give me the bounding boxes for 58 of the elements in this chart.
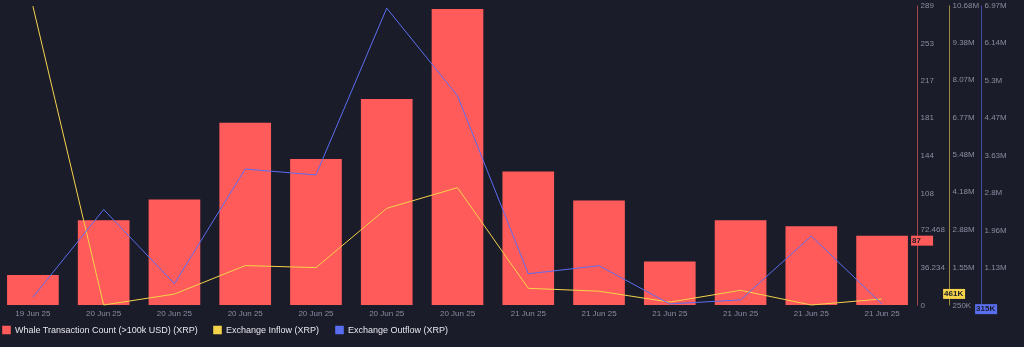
bar	[431, 9, 484, 305]
bar	[785, 226, 838, 305]
annotation: 87	[912, 235, 922, 245]
bar	[643, 261, 696, 305]
y3-tick-label: 2.8M	[984, 188, 1003, 198]
x-tick-label: 21 Jun 25	[510, 308, 547, 318]
y3-tick-label: 6.97M	[984, 0, 1008, 10]
bar	[502, 171, 555, 305]
x-tick-label: 21 Jun 25	[722, 308, 759, 318]
y2-tick-label: 5.48M	[952, 150, 976, 160]
x-tick-label: 19 Jun 25	[15, 308, 52, 318]
x-tick-label: 21 Jun 25	[793, 308, 830, 318]
bar	[77, 220, 130, 305]
bar	[148, 199, 201, 305]
y2-tick-label: 8.07M	[952, 75, 976, 85]
legend-label: Exchange Inflow (XRP)	[226, 324, 320, 335]
y3-tick-label: 5.3M	[984, 75, 1003, 85]
y3-tick-label: 3.63M	[984, 150, 1008, 160]
y3-tick-label: 1.13M	[984, 263, 1008, 273]
y3-tick-label: 4.47M	[984, 113, 1008, 123]
y-tick-label: 108	[920, 188, 935, 198]
y2-tick-label: 4.18M	[952, 187, 976, 197]
bar	[7, 274, 59, 305]
x-tick-label: 20 Jun 25	[439, 308, 476, 318]
bar	[856, 235, 908, 305]
bar	[714, 220, 767, 305]
y2-tick-label: 9.38M	[952, 38, 976, 48]
y3-tick-label: 6.14M	[984, 37, 1008, 47]
bar	[290, 159, 342, 305]
y-tick-label: 253	[920, 38, 935, 48]
y2-tick-label: 10.68M	[952, 0, 980, 10]
x-tick-label: 20 Jun 25	[298, 308, 335, 318]
y-tick-label: 217	[920, 75, 935, 85]
y2-tick-label: 1.55M	[952, 262, 976, 272]
x-tick-label: 20 Jun 25	[156, 308, 193, 318]
y-tick-label: 144	[920, 151, 935, 161]
bar	[573, 200, 625, 305]
x-tick-label: 21 Jun 25	[652, 308, 688, 318]
y-tick-label: 36.234	[920, 263, 946, 272]
text: 315K	[976, 304, 996, 314]
y-tick-label: 181	[920, 112, 935, 122]
y2-tick-label: 250K	[952, 300, 972, 310]
legend-label: Whale Transaction Count (>100k USD) (XRP)	[15, 324, 198, 335]
x-tick-label: 20 Jun 25	[227, 308, 264, 318]
y-tick-label: 72.468	[920, 225, 946, 235]
bar	[219, 122, 272, 305]
x-tick-label: 20 Jun 25	[369, 308, 405, 318]
y3-tick-label: 1.96M	[984, 225, 1008, 235]
y2-tick-label: 2.88M	[952, 224, 976, 234]
x-tick-label: 20 Jun 25	[86, 308, 122, 318]
y-tick-label: 0	[920, 300, 926, 310]
x-tick-label: 21 Jun 25	[581, 308, 618, 318]
y-tick-label: 289	[920, 1, 935, 11]
y2-tick-label: 6.77M	[952, 112, 976, 122]
legend-label: Exchange Outflow (XRP)	[348, 324, 449, 335]
text: 461K	[944, 288, 964, 298]
bar	[360, 99, 413, 305]
x-tick-label: 21 Jun 25	[864, 308, 901, 318]
